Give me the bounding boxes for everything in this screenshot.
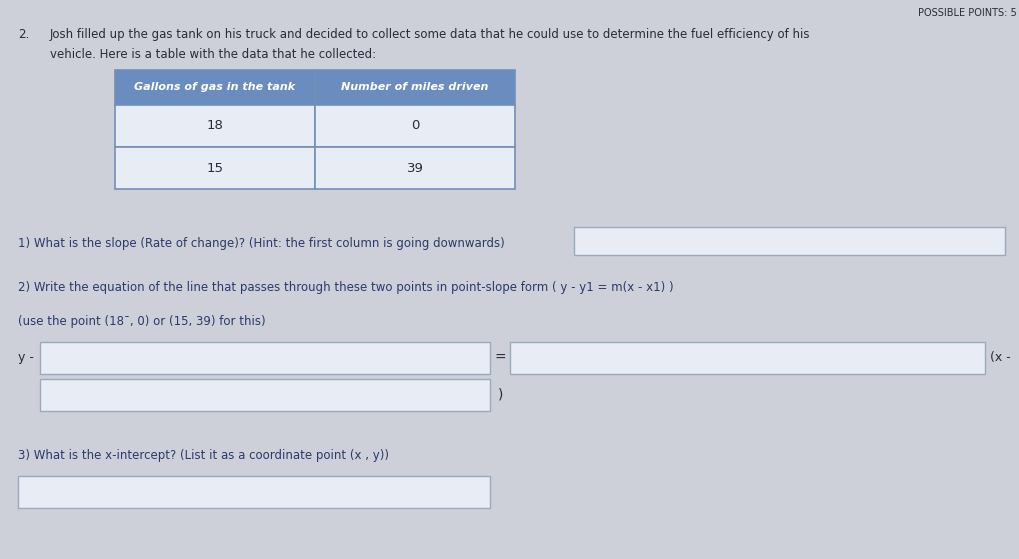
- Text: =: =: [493, 351, 505, 365]
- Text: ): ): [497, 388, 503, 402]
- Text: 39: 39: [407, 162, 423, 174]
- Text: 2.: 2.: [18, 28, 30, 41]
- Text: (use the point (18¯, 0) or (15, 39) for this): (use the point (18¯, 0) or (15, 39) for …: [18, 315, 265, 329]
- Text: 3) What is the x-intercept? (List it as a coordinate point (x , y)): 3) What is the x-intercept? (List it as …: [18, 448, 388, 462]
- Text: 1) What is the slope (Rate of change)? (Hint: the first column is going downward: 1) What is the slope (Rate of change)? (…: [18, 236, 504, 249]
- FancyBboxPatch shape: [40, 379, 489, 411]
- Text: Josh filled up the gas tank on his truck and decided to collect some data that h: Josh filled up the gas tank on his truck…: [50, 28, 810, 41]
- Text: Number of miles driven: Number of miles driven: [341, 83, 488, 92]
- Text: 2) Write the equation of the line that passes through these two points in point-: 2) Write the equation of the line that p…: [18, 282, 673, 295]
- Text: y -: y -: [18, 352, 34, 364]
- FancyBboxPatch shape: [115, 147, 315, 189]
- FancyBboxPatch shape: [40, 342, 489, 374]
- FancyBboxPatch shape: [510, 342, 984, 374]
- Text: 18: 18: [207, 120, 223, 132]
- FancyBboxPatch shape: [115, 70, 315, 105]
- Text: vehicle. Here is a table with the data that he collected:: vehicle. Here is a table with the data t…: [50, 48, 376, 61]
- FancyBboxPatch shape: [315, 147, 515, 189]
- Text: 0: 0: [411, 120, 419, 132]
- FancyBboxPatch shape: [574, 227, 1004, 255]
- Text: 15: 15: [206, 162, 223, 174]
- Text: POSSIBLE POINTS: 5: POSSIBLE POINTS: 5: [917, 8, 1016, 18]
- Text: (x -: (x -: [989, 352, 1010, 364]
- FancyBboxPatch shape: [315, 105, 515, 147]
- FancyBboxPatch shape: [115, 105, 315, 147]
- FancyBboxPatch shape: [315, 70, 515, 105]
- Text: Gallons of gas in the tank: Gallons of gas in the tank: [135, 83, 296, 92]
- FancyBboxPatch shape: [18, 476, 489, 508]
